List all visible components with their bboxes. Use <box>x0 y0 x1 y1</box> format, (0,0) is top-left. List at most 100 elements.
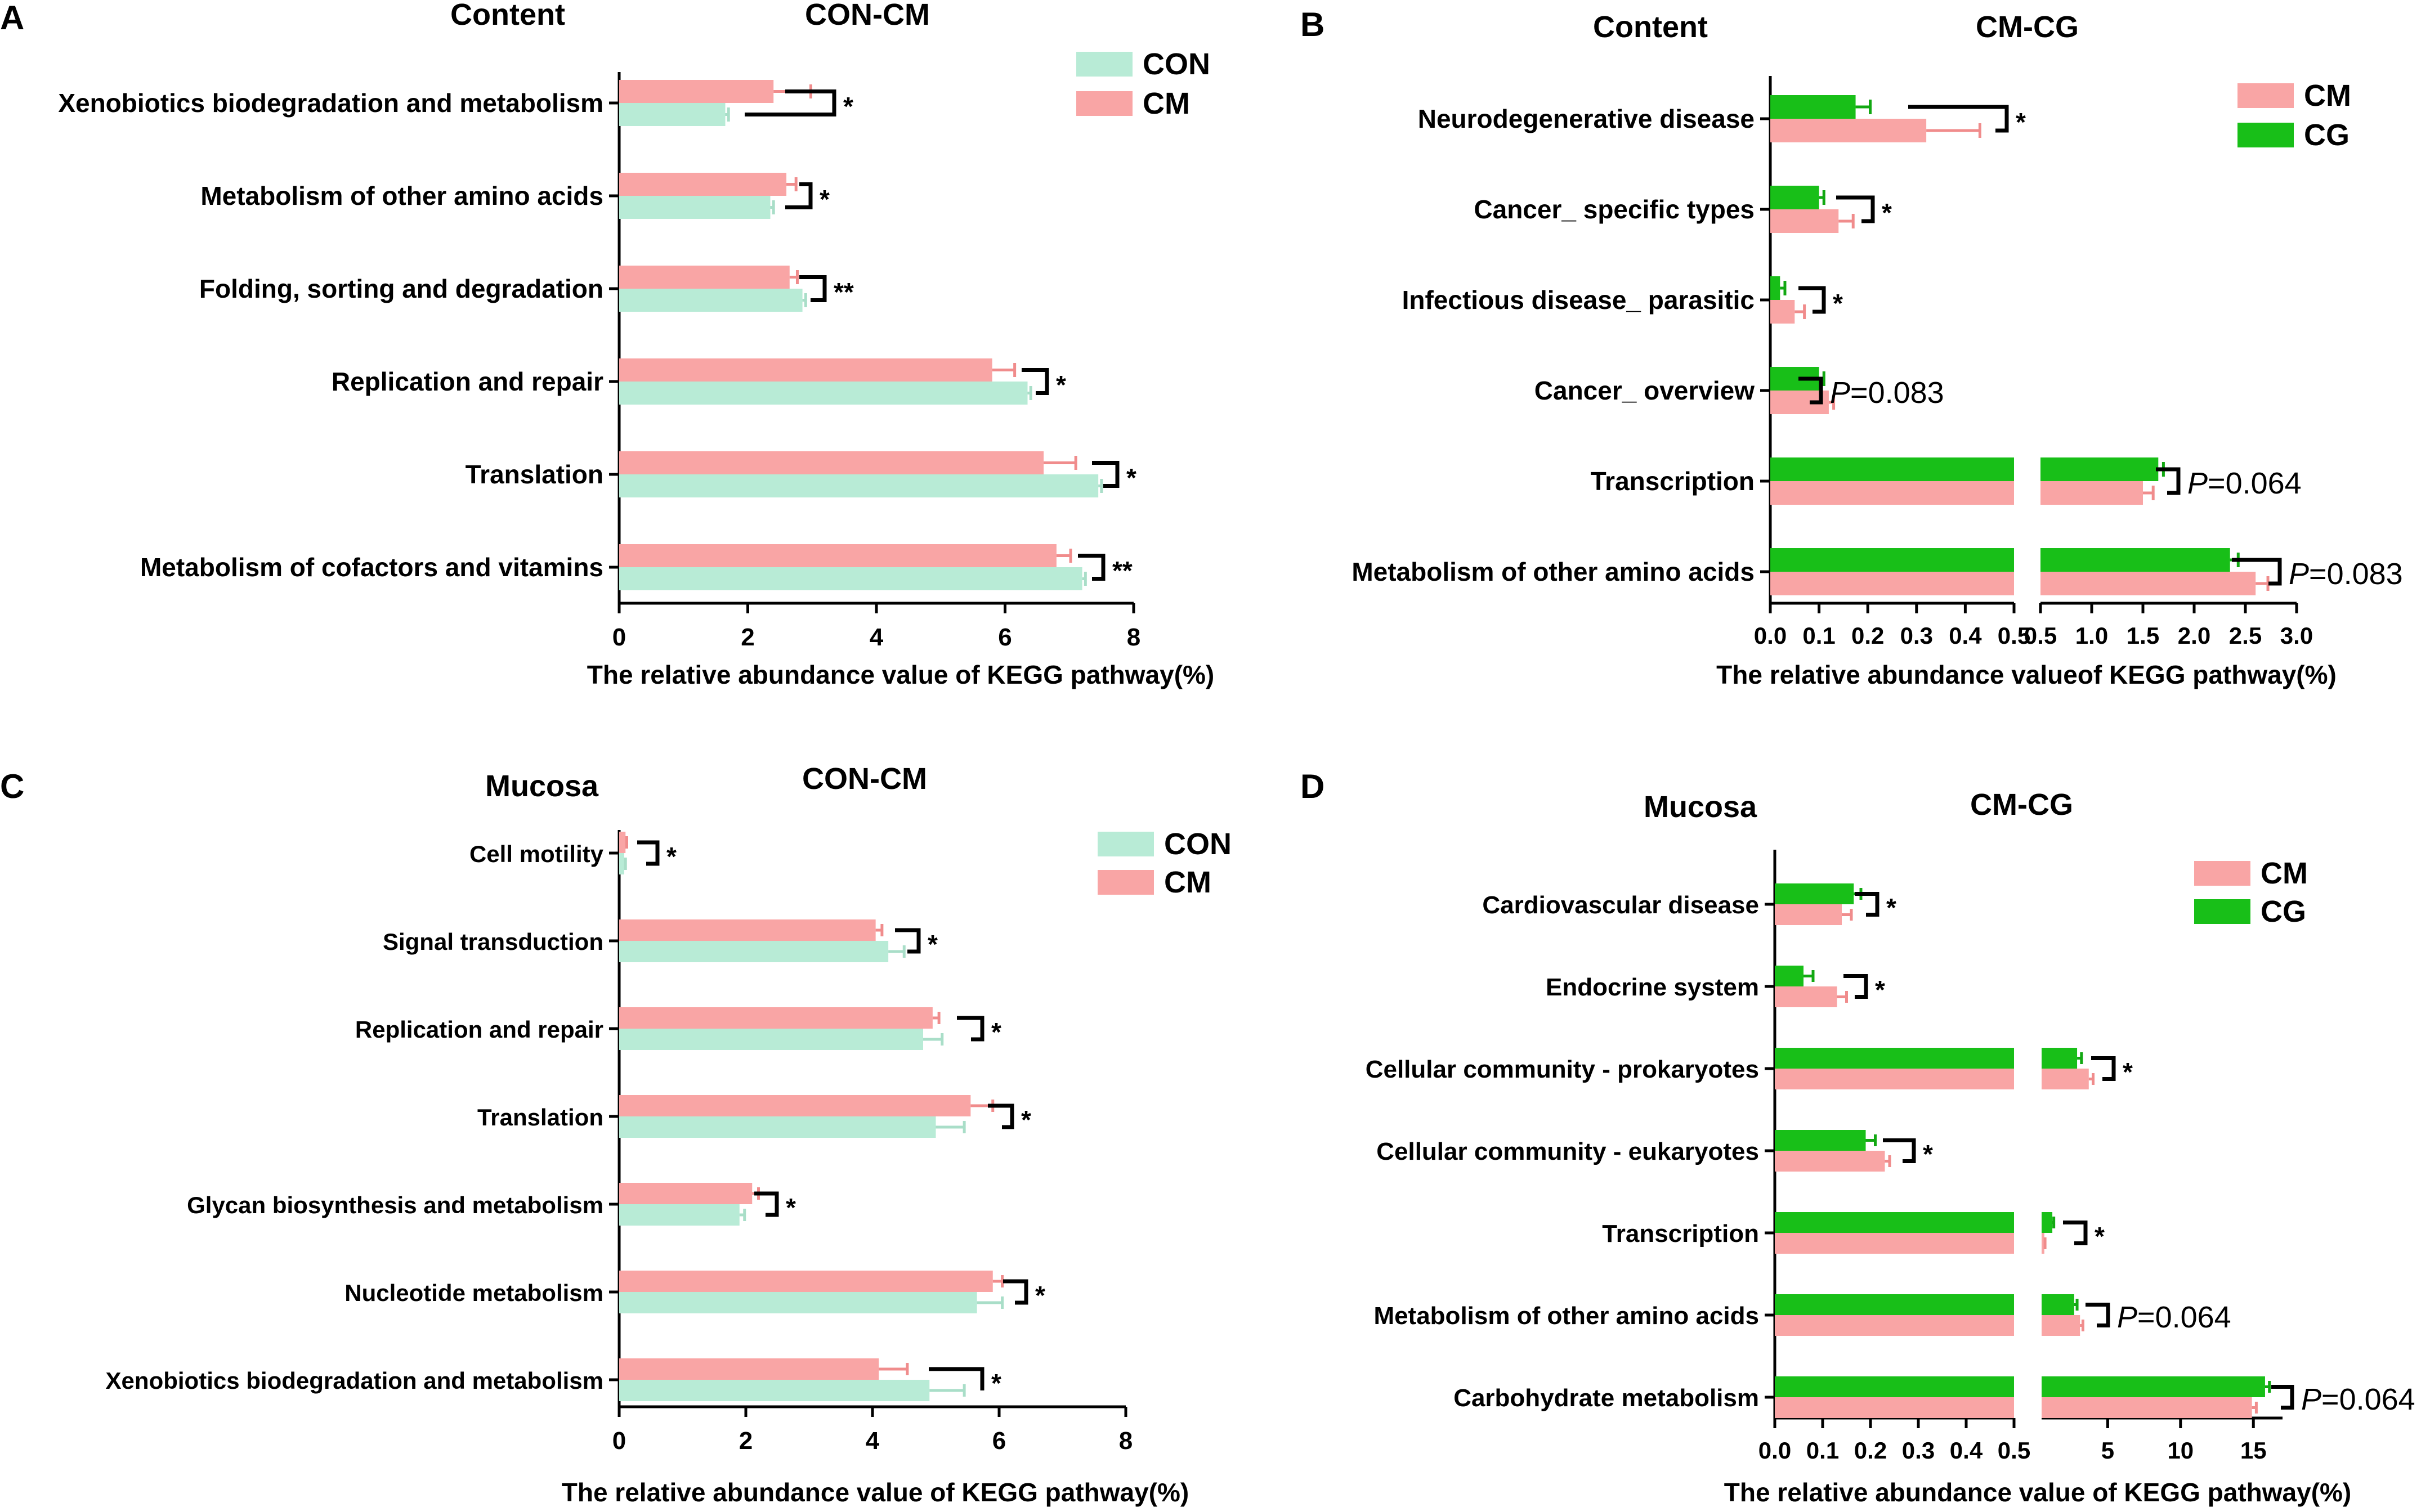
significance-label: * <box>1886 893 1896 922</box>
significance-bracket <box>785 182 813 209</box>
x-tick-label: 0 <box>612 1427 626 1455</box>
category-label: Cardiovascular disease <box>1482 891 1759 919</box>
bar-cg-right-segment <box>2040 457 2159 481</box>
significance-label: * <box>1126 463 1136 492</box>
significance-bracket <box>2271 1385 2294 1410</box>
significance-bracket <box>1003 1279 1028 1305</box>
x-tick-label: 0.2 <box>1851 622 1884 649</box>
significance-label: * <box>1923 1139 1933 1169</box>
significance-label: * <box>1056 370 1066 400</box>
category-label: Replication and repair <box>355 1016 603 1043</box>
bar-cm <box>1775 1151 1885 1172</box>
category-label: Folding, sorting and degradation <box>199 274 603 303</box>
x-tick-label: 2 <box>741 623 754 651</box>
category-label: Endocrine system <box>1546 973 1759 1001</box>
category-label: Cellular community - prokaryotes <box>1366 1056 1759 1083</box>
significance-bracket <box>799 275 827 302</box>
significance-label: * <box>1882 198 1892 227</box>
significance-bracket <box>1855 892 1879 917</box>
bar-cm <box>619 80 774 103</box>
x-tick-label: 1.5 <box>2127 622 2159 649</box>
bar-cm-right-segment <box>2042 1069 2089 1089</box>
panel-a-comparison-label: CON-CM <box>805 0 930 32</box>
bar-con <box>619 1204 740 1226</box>
bar-con <box>619 1029 923 1050</box>
significance-label: ** <box>834 277 854 307</box>
bar-cm-left-segment <box>1770 572 2014 595</box>
significance-label: * <box>2123 1057 2133 1087</box>
panel-letter-d: D <box>1300 768 1324 805</box>
legend-label-cg: CG <box>2261 895 2306 928</box>
bar-cg <box>1775 966 1804 986</box>
significance-label: * <box>991 1017 1001 1047</box>
significance-bracket <box>754 1191 779 1217</box>
x-tick-label: 0.1 <box>1802 622 1835 649</box>
x-tick-label: 6 <box>992 1427 1006 1455</box>
bar-cm <box>1770 300 1795 324</box>
significance-label: * <box>820 185 830 214</box>
panel-c: C Mucosa CON-CM The relative abundance v… <box>0 762 1232 1507</box>
significance-label: * <box>1035 1281 1045 1310</box>
x-tick-label: 0.4 <box>1950 1437 1983 1464</box>
significance-label: P=0.064 <box>2301 1383 2415 1416</box>
significance-label: * <box>991 1369 1001 1398</box>
bar-cg-left-segment <box>1770 548 2014 572</box>
legend-label-cm: CM <box>1143 87 1190 120</box>
bar-cm <box>619 266 790 289</box>
x-tick-label: 5 <box>2101 1437 2114 1464</box>
panel-letter-c: C <box>0 768 24 805</box>
bar-cg-left-segment <box>1775 1048 2014 1069</box>
significance-label: * <box>666 842 677 871</box>
panel-d-x-axis-title: The relative abundance value of KEGG pat… <box>1724 1478 2352 1507</box>
bar-cm <box>619 1358 879 1380</box>
significance-bracket <box>2232 558 2282 586</box>
bar-cg-left-segment <box>1775 1376 2014 1397</box>
panel-letter-b: B <box>1300 6 1324 43</box>
category-label: Cellular community - eukaryotes <box>1376 1138 1759 1165</box>
legend-swatch-cm <box>1098 870 1154 895</box>
significance-bracket <box>1798 286 1826 314</box>
significance-label: * <box>786 1193 796 1222</box>
bar-cm-right-segment <box>2042 1233 2044 1254</box>
category-label: Xenobiotics biodegradation and metabolis… <box>58 88 603 118</box>
bar-cm-right-segment <box>2040 481 2143 505</box>
bar-con <box>619 474 1099 497</box>
significance-bracket <box>1092 461 1120 488</box>
x-tick-label: 8 <box>1127 623 1140 651</box>
significance-bracket <box>929 1367 984 1390</box>
bar-cg <box>1775 1130 1866 1151</box>
bar-con <box>619 103 726 126</box>
bar-cm <box>619 173 787 196</box>
category-label: Metabolism of other amino acids <box>1352 557 1755 586</box>
x-tick-label: 1.0 <box>2075 622 2108 649</box>
panel-d-sample-label: Mucosa <box>1644 790 1757 824</box>
bar-con <box>619 567 1082 590</box>
legend-label-con: CON <box>1143 47 1210 81</box>
x-tick-label: 2.0 <box>2178 622 2210 649</box>
category-label: Cancer_ overview <box>1534 376 1755 405</box>
panel-c-sample-label: Mucosa <box>485 769 599 803</box>
x-tick-label: 4 <box>870 623 884 651</box>
legend-swatch-cg <box>2194 899 2250 924</box>
panel-b-x-axis-title: The relative abundance valueof KEGG path… <box>1716 660 2337 689</box>
category-label: Translation <box>477 1104 603 1130</box>
bar-con <box>619 1116 936 1138</box>
panel-a-sample-label: Content <box>450 0 565 32</box>
significance-label: * <box>1021 1105 1031 1134</box>
significance-label: P=0.083 <box>2289 557 2403 591</box>
bar-cg-left-segment <box>1775 1212 2014 1233</box>
legend-label-cm: CM <box>2304 79 2351 113</box>
legend-label-con: CON <box>1164 827 1232 861</box>
legend-swatch-cm <box>2237 83 2294 108</box>
significance-label: * <box>843 92 853 121</box>
bar-con <box>619 289 803 312</box>
x-tick-label: 15 <box>2240 1437 2267 1464</box>
significance-bracket <box>1908 105 2009 133</box>
x-tick-label: 0.5 <box>2024 622 2057 649</box>
x-tick-label: 0.5 <box>1998 622 2030 649</box>
significance-bracket <box>988 1103 1014 1129</box>
significance-label: * <box>1833 289 1843 318</box>
significance-bracket <box>895 928 921 954</box>
bar-cm <box>1770 209 1839 233</box>
x-tick-label: 6 <box>998 623 1012 651</box>
